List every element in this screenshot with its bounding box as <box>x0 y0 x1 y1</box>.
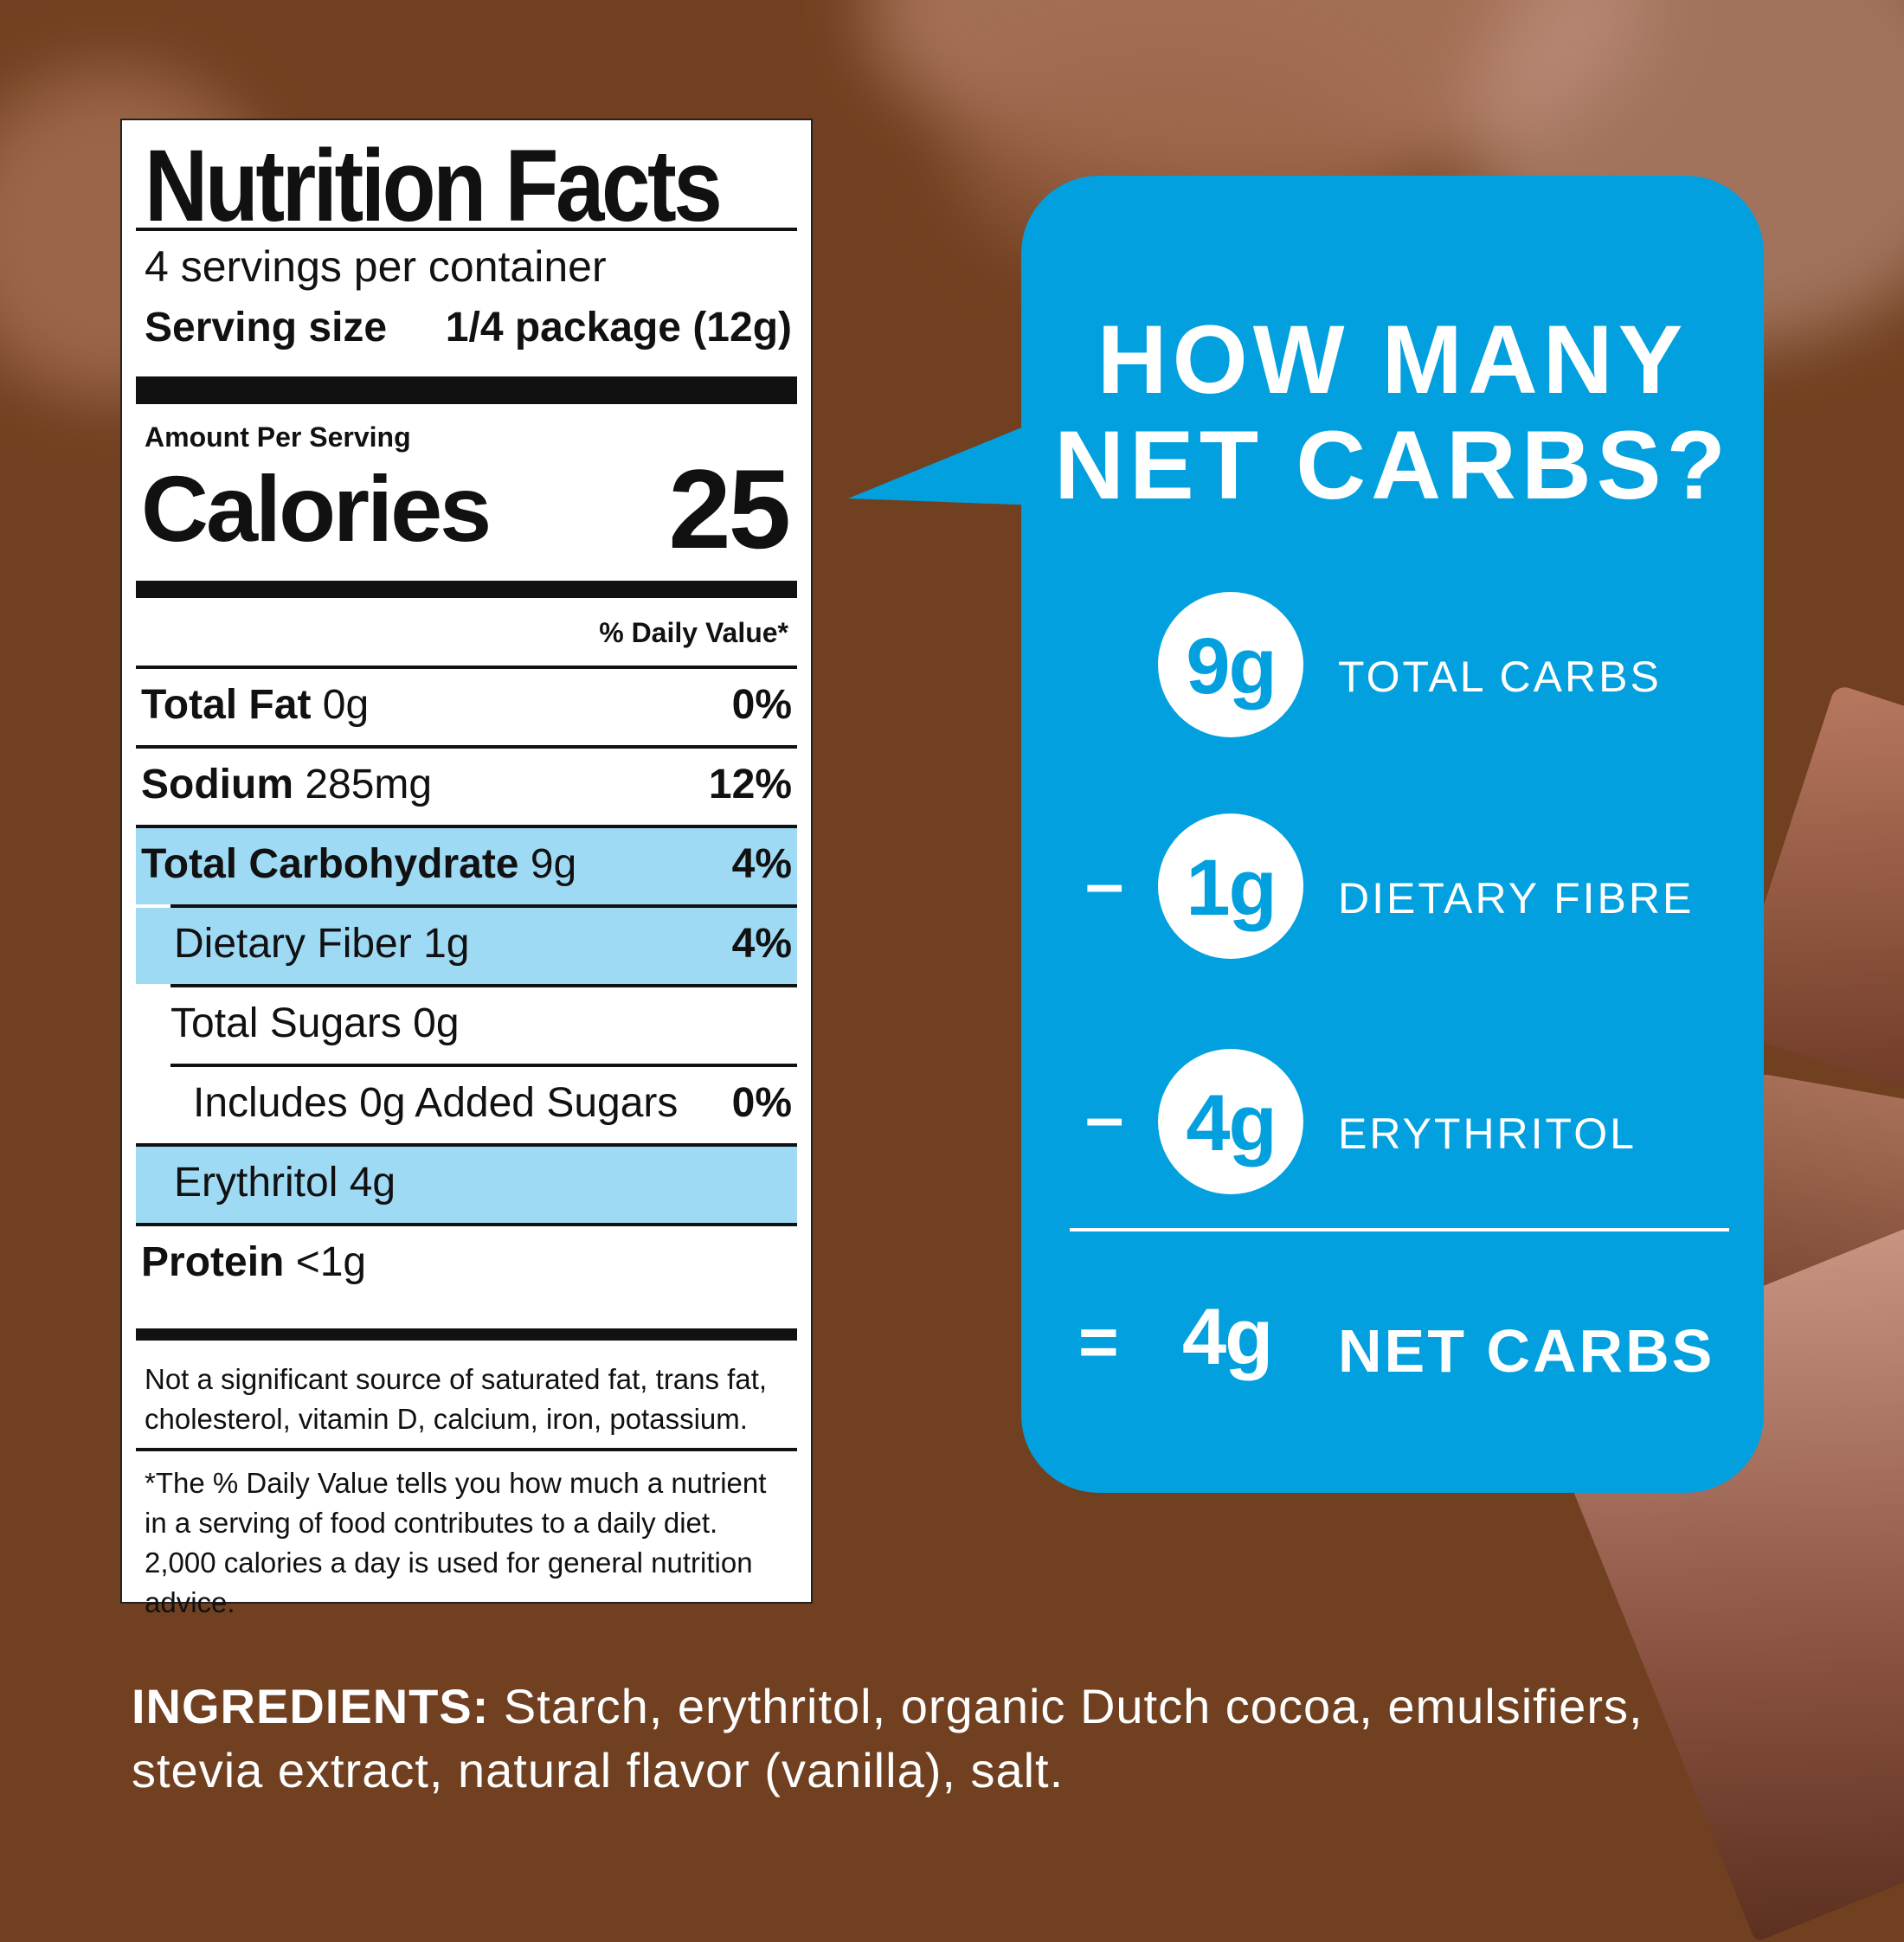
nutrient-dv: 0% <box>731 1080 792 1126</box>
nutrient-name: Erythritol 4g <box>174 1160 396 1206</box>
nutrient-name: Total Fat <box>141 682 312 728</box>
divider <box>136 228 797 231</box>
divider <box>170 984 797 987</box>
nutrient-amount: <1g <box>284 1239 367 1285</box>
divider <box>170 904 797 908</box>
net-carbs-bubble: HOW MANY NET CARBS? 9g TOTAL CARBS – 1g … <box>1021 176 1764 1493</box>
minus-sign: – <box>1085 1078 1124 1155</box>
value-circle: 9g <box>1158 592 1303 737</box>
erythritol-label: ERYTHRITOL <box>1338 1109 1637 1158</box>
nutrient-dv: 12% <box>708 762 792 807</box>
nutrient-row-highlighted: Dietary Fiber 1g 4% <box>136 908 797 984</box>
divider <box>136 745 797 749</box>
nutrition-label: Nutrition Facts 4 servings per container… <box>120 119 813 1618</box>
minus-sign: – <box>1085 845 1124 922</box>
divider <box>136 825 797 828</box>
divider <box>170 1064 797 1067</box>
net-carbs-value: 4g <box>1182 1293 1273 1381</box>
nutrient-amount: 9g <box>518 841 577 887</box>
net-carbs-label: NET CARBS <box>1338 1317 1715 1385</box>
nutrient-name: Protein <box>141 1239 285 1285</box>
bubble-tail <box>848 421 1039 505</box>
footnote-daily-value: *The % Daily Value tells you how much a … <box>145 1467 767 1618</box>
nutrient-row: Includes 0g Added Sugars 0% <box>136 1067 797 1143</box>
total-carbs-label: TOTAL CARBS <box>1338 653 1662 701</box>
erythritol-value: 4g <box>1186 1079 1277 1167</box>
ingredients-heading: INGREDIENTS: <box>132 1679 490 1733</box>
nutrient-row: Total Sugars 0g <box>136 987 797 1064</box>
dietary-fibre-label: DIETARY FIBRE <box>1338 874 1695 923</box>
serving-size-value: 1/4 package (12g) <box>445 305 792 350</box>
nutrient-amount: 285mg <box>293 762 433 807</box>
nutrient-row: Sodium 285mg 12% <box>136 749 797 825</box>
serving-size-label: Serving size <box>145 305 388 350</box>
total-carbs-value: 9g <box>1186 622 1277 711</box>
footnote-nutrients: Not a significant source of saturated fa… <box>145 1363 768 1435</box>
dietary-fibre-value: 1g <box>1186 844 1277 932</box>
ingredients-list: Starch, erythritol, organic Dutch cocoa,… <box>132 1679 1643 1797</box>
value-circle: 1g <box>1158 813 1303 959</box>
sum-divider <box>1070 1228 1729 1231</box>
bubble-question-line2: NET CARBS? <box>1054 411 1731 519</box>
nutrient-row-highlighted: Erythritol 4g <box>136 1147 797 1223</box>
nutrient-name: Total Carbohydrate <box>141 841 519 887</box>
ingredients-text: INGREDIENTS: Starch, erythritol, organic… <box>132 1675 1776 1803</box>
nutrient-name: Sodium <box>141 762 293 807</box>
value-circle: 4g <box>1158 1049 1303 1194</box>
label-title: Nutrition Facts <box>145 129 723 243</box>
nutrient-row: Total Fat 0g 0% <box>136 669 797 745</box>
nutrient-amount: 0g <box>311 682 370 728</box>
nutrient-row-highlighted: Total Carbohydrate 9g 4% <box>136 828 797 904</box>
divider <box>136 666 797 669</box>
nutrient-name: Dietary Fiber 1g <box>174 921 470 967</box>
nutrient-dv: 4% <box>731 841 792 887</box>
amount-per-serving: Amount Per Serving <box>145 421 411 453</box>
nutrient-name: Includes 0g Added Sugars <box>193 1080 679 1126</box>
thick-divider <box>136 1328 797 1341</box>
equals-sign: = <box>1078 1303 1119 1380</box>
calories-value: 25 <box>668 446 791 572</box>
servings-per-container: 4 servings per container <box>145 242 607 291</box>
bubble-question-line1: HOW MANY <box>1097 305 1689 414</box>
nutrient-dv: 0% <box>731 682 792 728</box>
calories-label: Calories <box>141 456 492 561</box>
nutrient-name: Total Sugars 0g <box>170 1000 460 1046</box>
daily-value-header: % Daily Value* <box>599 617 788 648</box>
divider <box>136 1223 797 1226</box>
nutrient-dv: 4% <box>731 921 792 967</box>
thick-divider <box>136 376 797 404</box>
nutrient-row: Protein <1g <box>136 1226 797 1302</box>
divider <box>136 1448 797 1451</box>
divider <box>136 1143 797 1147</box>
thick-divider <box>136 581 797 598</box>
